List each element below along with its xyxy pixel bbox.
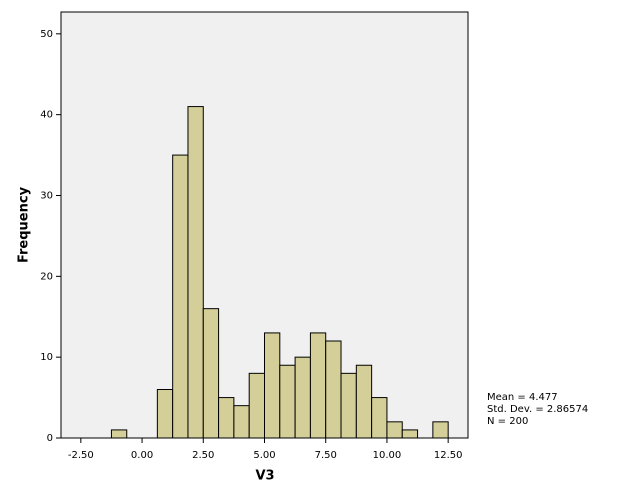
stat-annotation: Mean = 4.477 [487,392,558,403]
bar [110,429,128,439]
bar [309,332,327,439]
bar [432,421,449,439]
x-tick-label: 7.50 [315,450,337,461]
bar [218,397,235,439]
bar [279,364,296,439]
bar [371,397,388,439]
y-tick-label: 20 [40,271,53,282]
bar [294,356,311,439]
stat-annotation: Std. Dev. = 2.86574 [487,404,588,415]
bar [325,340,342,439]
bar [172,154,189,439]
bar [340,372,357,439]
y-axis-title: Frequency [17,186,32,263]
bar [355,364,373,439]
y-tick-label: 10 [40,352,53,363]
x-tick-label: 10.00 [373,450,402,461]
x-tick-label: -2.50 [68,450,94,461]
x-tick-label: 0.00 [131,450,153,461]
bar [264,332,281,439]
y-tick-label: 0 [47,433,53,444]
x-tick-label: 5.00 [253,450,275,461]
bar [156,388,174,439]
x-axis-title: V3 [255,469,274,484]
x-tick-label: 12.50 [434,450,463,461]
bar [202,308,220,439]
y-tick-label: 50 [40,29,53,40]
y-tick-label: 40 [40,110,53,121]
bar [233,405,250,439]
bar [187,106,204,439]
stat-annotation: N = 200 [487,416,528,427]
y-tick-label: 30 [40,190,53,201]
bar [401,429,419,439]
bar [248,372,265,439]
bar [386,421,403,439]
x-tick-label: 2.50 [192,450,214,461]
